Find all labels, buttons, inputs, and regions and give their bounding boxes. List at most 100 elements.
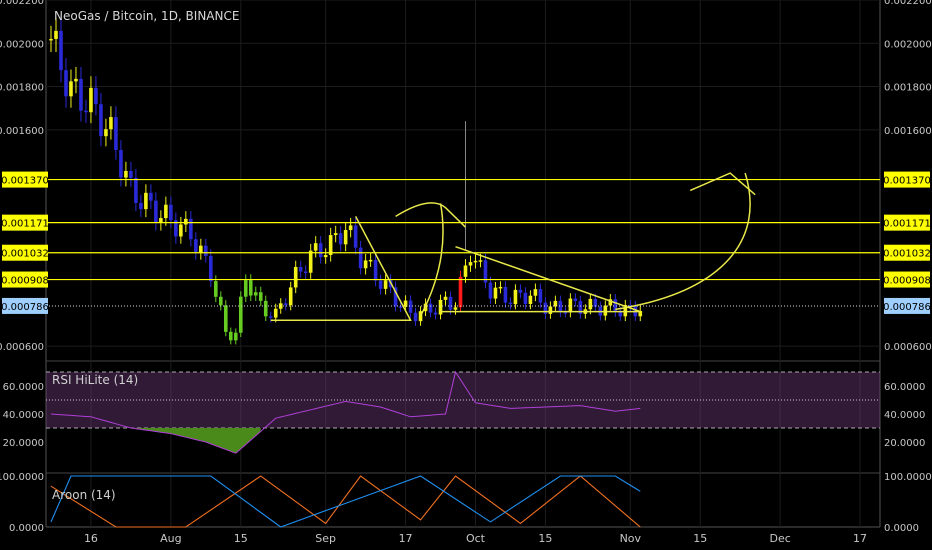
candle-body xyxy=(184,218,188,225)
candle-body xyxy=(54,30,58,39)
rsi-oversold-fill xyxy=(135,428,261,454)
candle-body xyxy=(243,280,248,297)
candle-body xyxy=(378,280,383,289)
candle-body xyxy=(238,296,243,333)
breakout-arrow xyxy=(419,203,444,317)
candle-body xyxy=(154,200,158,224)
aroon-tick-label: 100.0000 xyxy=(884,472,932,483)
candle-body xyxy=(164,204,168,219)
candle-body xyxy=(139,202,143,210)
candle-body xyxy=(438,299,443,315)
candle-body xyxy=(228,331,233,341)
candle-body xyxy=(258,292,263,301)
price-tick-label: 0.002200 xyxy=(0,0,44,7)
candle-body xyxy=(493,287,498,299)
candle-body xyxy=(593,298,598,307)
time-tick-label: 17 xyxy=(399,532,413,545)
candle-body xyxy=(513,289,518,305)
time-tick-label: 15 xyxy=(234,532,248,545)
aroon-legend: Aroon (14) xyxy=(52,488,116,502)
candle-body xyxy=(288,287,293,306)
candle-body xyxy=(458,276,463,308)
candle-body xyxy=(558,300,563,313)
level-price-label: 0.001171 xyxy=(1,219,49,230)
candle-body xyxy=(59,30,63,71)
candle-body xyxy=(209,255,213,282)
candle-body xyxy=(348,225,353,231)
candle-body xyxy=(104,129,108,137)
aroon-tick-label: 100.0000 xyxy=(0,472,44,483)
candles-layer xyxy=(49,17,643,345)
time-tick-label: Aug xyxy=(160,532,181,545)
candle-body xyxy=(488,282,493,299)
current-price-label-bg xyxy=(2,297,48,314)
candle-body xyxy=(468,262,473,266)
candle-body xyxy=(218,296,223,306)
level-price-label-bg xyxy=(884,271,930,288)
candle-body xyxy=(273,308,278,318)
price-tick-label: 0.000600 xyxy=(884,342,932,353)
level-lines: 0.001370 0.001370 0.001171 0.001171 0.001032… xyxy=(1,171,931,314)
candle-body xyxy=(533,289,538,296)
candle-body xyxy=(189,218,193,240)
aroon-down-line xyxy=(50,475,641,528)
candle-body xyxy=(568,298,573,313)
price-tick-label: 0.002000 xyxy=(0,39,44,50)
candle-body xyxy=(328,235,333,255)
candle-body xyxy=(623,305,628,317)
candle-body xyxy=(49,38,53,41)
candle-body xyxy=(94,87,98,105)
candle-body xyxy=(124,170,128,178)
rsi-tick-label: 60.0000 xyxy=(884,382,925,393)
candle-body xyxy=(538,289,543,303)
candle-body xyxy=(433,312,438,315)
projection-arrow-head xyxy=(689,172,756,196)
level-price-label: 0.001370 xyxy=(1,176,49,187)
candle-body xyxy=(428,303,433,313)
time-tick-label: Dec xyxy=(769,532,790,545)
candle-body xyxy=(443,296,448,300)
level-price-label-bg xyxy=(2,171,48,188)
candle-body xyxy=(503,286,508,303)
rsi-line xyxy=(50,370,641,454)
candle-body xyxy=(308,250,313,273)
candle-body xyxy=(303,271,308,274)
candle-body xyxy=(338,233,343,245)
triangle-pattern xyxy=(440,245,641,313)
price-tick-label: 0.001600 xyxy=(884,126,932,137)
aroon-pane xyxy=(50,475,641,528)
candle-body xyxy=(144,192,148,210)
time-tick-label: 17 xyxy=(853,532,867,545)
candle-body xyxy=(169,204,173,221)
level-price-label-bg xyxy=(2,271,48,288)
candle-body xyxy=(213,281,218,297)
time-tick-label: Nov xyxy=(620,532,642,545)
candle-body xyxy=(174,220,178,237)
candle-body xyxy=(553,300,558,307)
candle-body xyxy=(358,247,363,269)
candle-body xyxy=(129,170,133,178)
candle-body xyxy=(608,299,613,306)
rsi-tick-label: 60.0000 xyxy=(3,382,44,393)
candle-body xyxy=(453,307,458,310)
candle-body xyxy=(253,292,258,296)
candle-body xyxy=(204,245,208,256)
price-tick-label: 0.002200 xyxy=(884,0,932,7)
candle-body xyxy=(263,300,268,317)
candle-body xyxy=(523,292,528,304)
level-price-label: 0.000908 xyxy=(1,276,49,287)
level-price-label-bg xyxy=(2,244,48,261)
candle-body xyxy=(403,300,408,307)
trend-drawings xyxy=(270,172,756,321)
candle-body xyxy=(603,305,608,316)
candle-body xyxy=(293,267,298,288)
time-tick-label: Oct xyxy=(466,532,486,545)
rsi-tick-label: 40.0000 xyxy=(884,410,925,421)
candle-body xyxy=(268,316,273,318)
candle-body xyxy=(313,243,318,251)
candle-body xyxy=(638,310,643,317)
candle-body xyxy=(233,332,238,341)
candle-body xyxy=(248,280,253,296)
